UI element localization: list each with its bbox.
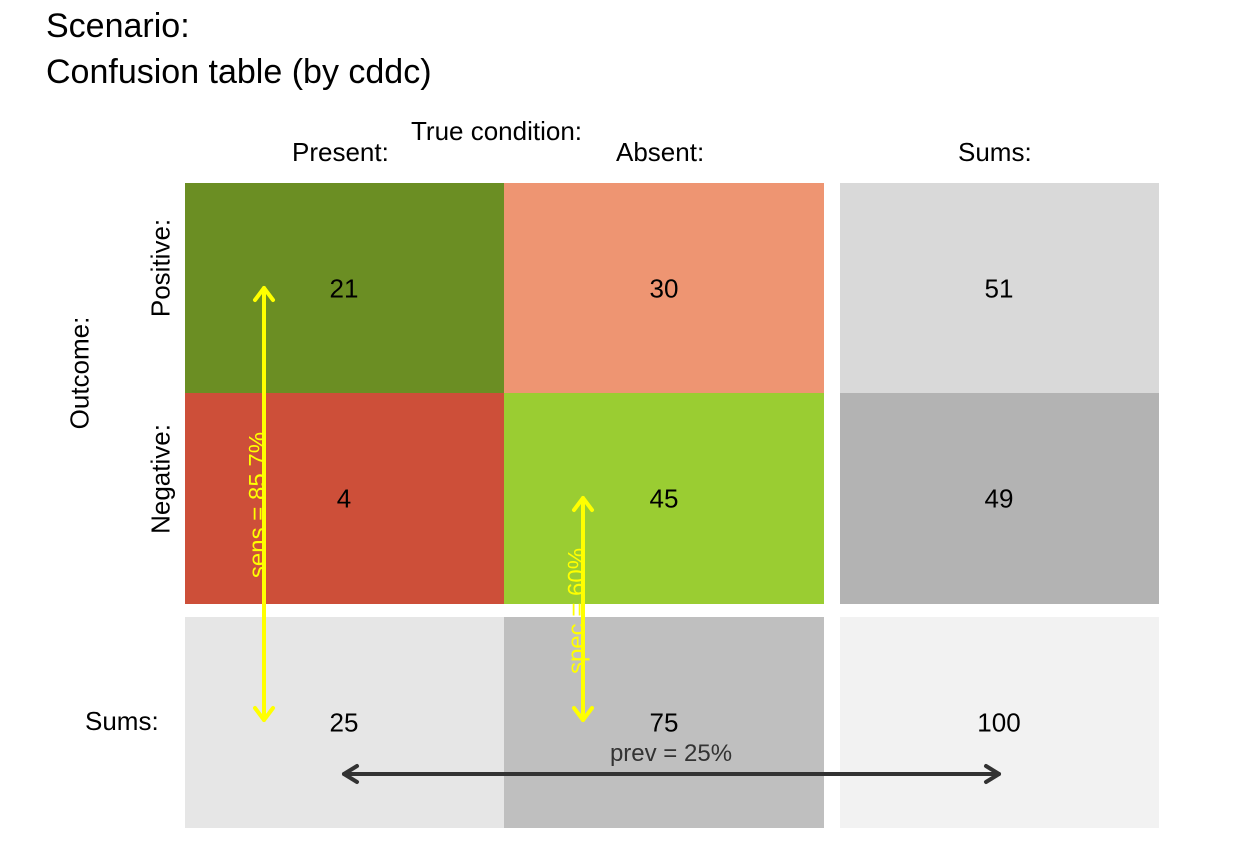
value-hit: 21 [329, 273, 359, 304]
cell-sum-positive [840, 183, 1159, 393]
sens-label: sens = 85.7% [245, 432, 272, 578]
value-sum-positive: 51 [984, 273, 1014, 304]
spec-arrow [572, 496, 594, 722]
cell-false-alarm [504, 183, 824, 393]
scenario-title: Scenario: [46, 7, 190, 45]
value-miss: 4 [336, 483, 352, 514]
column-sums-label: Sums: [958, 137, 1032, 167]
value-sum-absent: 75 [649, 707, 679, 738]
cell-sum-absent [504, 617, 824, 828]
cell-sum-present [185, 617, 504, 828]
spec-label: spec = 60% [564, 548, 591, 674]
confusion-table-title: Confusion table (by cddc) [46, 53, 432, 91]
prev-arrow [342, 764, 1001, 784]
true-condition-label: True condition: [411, 116, 583, 146]
cell-hit [185, 183, 504, 393]
value-false-alarm: 30 [649, 273, 679, 304]
column-absent-label: Absent: [616, 137, 705, 167]
value-sum-present: 25 [329, 707, 359, 738]
cell-sum-negative [840, 393, 1159, 604]
value-correct-rejection: 45 [649, 483, 679, 514]
cell-total [840, 617, 1159, 828]
row-sums-label: Sums: [85, 706, 159, 736]
value-total: 100 [977, 707, 1021, 738]
sens-arrow [253, 286, 275, 722]
cell-miss [185, 393, 504, 604]
value-sum-negative: 49 [984, 483, 1014, 514]
prev-label: prev = 25% [610, 740, 732, 767]
cell-correct-rejection [504, 393, 824, 604]
column-present-label: Present: [292, 137, 389, 167]
